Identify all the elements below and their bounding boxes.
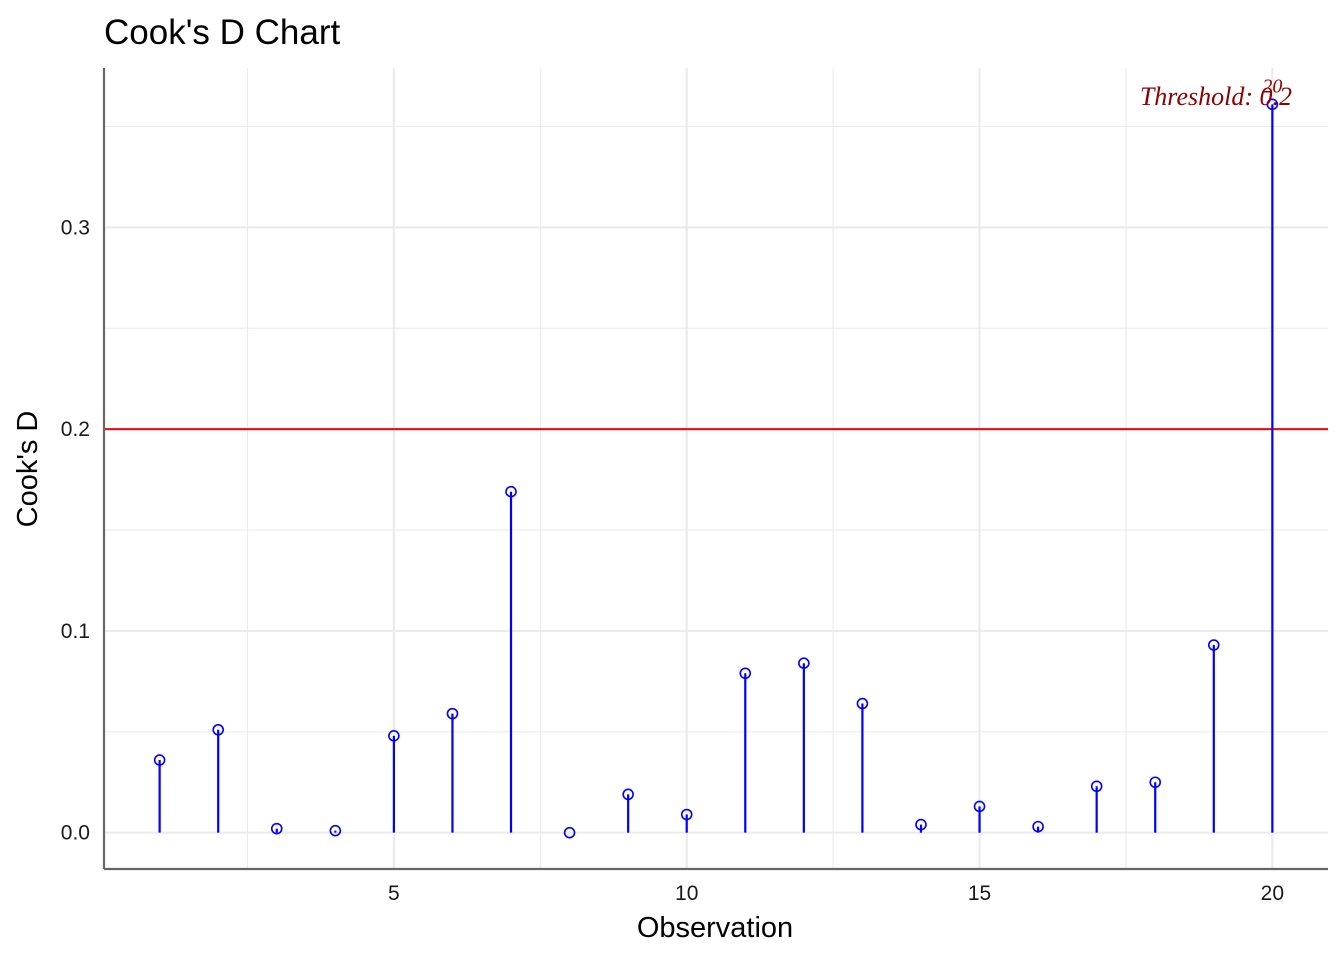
data-point <box>973 800 986 813</box>
data-point <box>798 657 810 670</box>
points <box>153 98 1279 839</box>
data-point <box>915 818 927 831</box>
data-point <box>1266 98 1279 111</box>
data-point <box>505 485 517 498</box>
tick-labels: 5 10 15 20 0.0 0.1 0.2 0.3 <box>61 216 1284 905</box>
x-tick-label: 15 <box>968 882 991 905</box>
point-label: 20 <box>1262 75 1282 97</box>
y-tick-label: 0.2 <box>61 418 90 441</box>
y-tick-label: 0.3 <box>61 216 90 239</box>
axes <box>102 68 1328 871</box>
y-tick-label: 0.0 <box>61 822 90 845</box>
data-point <box>856 697 869 710</box>
data-point <box>1207 639 1220 651</box>
data-point <box>739 667 752 680</box>
data-point <box>680 808 693 821</box>
data-point <box>329 824 342 837</box>
data-point <box>270 822 283 835</box>
data-point <box>212 723 225 736</box>
stems <box>158 104 1274 833</box>
grid-lines <box>104 68 1328 869</box>
y-tick-label: 0.1 <box>61 620 90 643</box>
data-point <box>1032 820 1044 833</box>
y-axis-label: Cook's D <box>12 411 44 528</box>
data-point <box>153 754 166 766</box>
x-tick-label: 5 <box>388 882 400 905</box>
x-axis-label: Observation <box>637 912 793 944</box>
annotations: Threshold: 0.220 <box>1140 75 1292 111</box>
data-point <box>1149 776 1162 789</box>
threshold-label: Threshold: 0.2 <box>1140 82 1292 111</box>
data-point <box>388 730 400 742</box>
data-point <box>446 707 459 720</box>
x-tick-label: 20 <box>1261 882 1284 905</box>
data-point <box>622 788 634 801</box>
data-point <box>1090 780 1103 793</box>
data-point <box>563 826 576 839</box>
x-tick-label: 10 <box>675 882 698 905</box>
chart-title: Cook's D Chart <box>104 13 340 52</box>
